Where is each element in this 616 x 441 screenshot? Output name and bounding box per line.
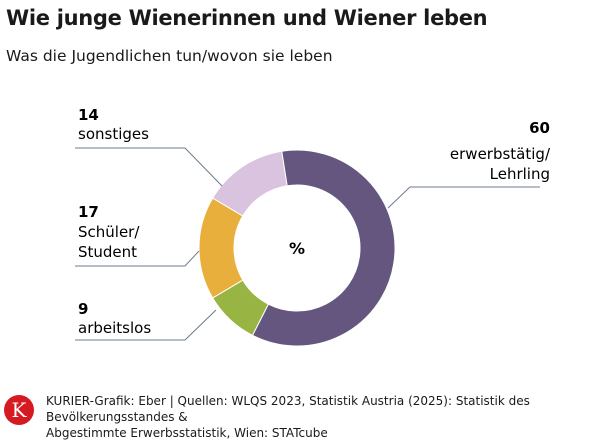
value-label-erwerbstaetig: 60 <box>529 119 550 137</box>
category-label-erwerbstaetig-1: erwerbstätig/ <box>450 145 551 163</box>
leader-line-sonstiges <box>75 147 223 187</box>
category-label-schueler-2: Student <box>78 243 137 261</box>
leader-line-schueler <box>75 250 200 267</box>
value-label-schueler: 17 <box>78 203 99 221</box>
value-label-arbeitslos: 9 <box>78 300 88 318</box>
chart-title: Wie junge Wienerinnen und Wiener leben <box>6 6 488 30</box>
value-label-sonstiges: 14 <box>78 106 99 124</box>
donut-segment-2 <box>198 197 244 299</box>
category-label-sonstiges: sonstiges <box>78 125 149 143</box>
kurier-logo: K <box>4 395 34 425</box>
category-label-arbeitslos: arbeitslos <box>78 319 151 337</box>
category-label-erwerbstaetig-2: Lehrling <box>490 165 550 183</box>
source-line-2: Abgestimmte Erwerbsstatistik, Wien: STAT… <box>46 426 328 440</box>
leader-line-arbeitslos <box>75 309 217 341</box>
donut-segment-0 <box>251 149 396 347</box>
donut-segment-3 <box>211 150 288 217</box>
source-line-1: KURIER-Grafik: Eber | Quellen: WLQS 2023… <box>46 394 530 424</box>
category-label-schueler-1: Schüler/ <box>78 223 140 241</box>
chart-subtitle: Was die Jugendlichen tun/wovon sie leben <box>6 47 333 65</box>
center-label: % <box>289 239 305 258</box>
leader-line-erwerbstaetig <box>387 186 540 209</box>
source-note: KURIER-Grafik: Eber | Quellen: WLQS 2023… <box>46 393 616 441</box>
